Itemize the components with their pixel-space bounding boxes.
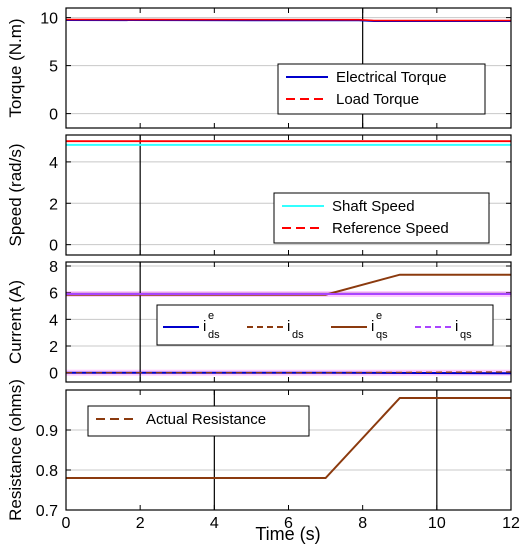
x-tick-label: 10 <box>428 515 446 532</box>
panel-frame <box>65 389 512 511</box>
legend-box <box>87 405 310 437</box>
legend-label-sub: qs <box>376 329 388 341</box>
x-tick-label: 0 <box>62 515 71 532</box>
legend-label: Actual Resistance <box>146 411 266 428</box>
panel-1: 0 5 10 Torque (N.m) Electrical Torque Load To… <box>6 7 512 129</box>
legend-label-sub: ds <box>208 329 220 341</box>
legend: Actual Resistance <box>87 405 310 437</box>
y-axis-label: Speed (rad/s) <box>6 144 25 247</box>
y-tick-label: 6 <box>49 286 58 303</box>
legend: Electrical Torque Load Torque <box>277 63 486 115</box>
x-tick-label: 2 <box>136 515 145 532</box>
legend: Shaft Speed Reference Speed <box>273 192 490 244</box>
legend-label-sub: qs <box>460 329 472 341</box>
legend-box <box>277 63 486 115</box>
y-axis-label: Torque (N.m) <box>6 18 25 117</box>
legend-label-sup: e <box>208 310 214 322</box>
y-axis-label: Current (A) <box>6 280 25 364</box>
y-tick-label: 4 <box>49 312 58 329</box>
legend-label-sub: ds <box>292 329 304 341</box>
y-tick-label: 5 <box>49 59 58 76</box>
y-tick-label: 0 <box>49 107 58 124</box>
series-line-1 <box>66 371 512 375</box>
x-axis-label: Time (s) <box>255 524 320 544</box>
x-tick-label: 4 <box>210 515 219 532</box>
y-tick-label: 0 <box>49 366 58 383</box>
legend-label: Electrical Torque <box>336 69 447 86</box>
y-tick-label: 0.9 <box>36 423 58 440</box>
legend-label-main: i <box>371 318 374 335</box>
series-line-2 <box>66 371 512 374</box>
panel-frame <box>65 7 512 129</box>
y-tick-label: 0.8 <box>36 463 58 480</box>
legend-label-main: i <box>455 318 458 335</box>
legend-label: Shaft Speed <box>332 198 415 215</box>
legend-box <box>156 304 494 346</box>
legend-label: Load Torque <box>336 91 419 108</box>
y-tick-label: 4 <box>49 155 58 172</box>
series-line-1 <box>66 397 511 479</box>
y-tick-label: 2 <box>49 339 58 356</box>
series-line-2 <box>65 18 511 22</box>
y-tick-label: 10 <box>40 11 58 28</box>
legend-label-main: i <box>203 318 206 335</box>
x-tick-label: 8 <box>358 515 367 532</box>
panel-frame <box>65 261 512 383</box>
legend-label-sup: e <box>376 310 382 322</box>
panel-2: 0 2 4 Speed (rad/s) Shaft Speed Reference Spe… <box>6 134 512 256</box>
x-tick-label: 6 <box>284 515 293 532</box>
legend-label: Reference Speed <box>332 220 449 237</box>
y-tick-label: 2 <box>49 196 58 213</box>
panel-4: 0.7 0.8 0.9 Resistance (ohms) Actual Resista… <box>6 379 520 532</box>
y-tick-label: 0.7 <box>36 503 58 520</box>
legend-label-main: i <box>287 318 290 335</box>
y-tick-label: 8 <box>49 259 58 276</box>
y-tick-label: 0 <box>49 238 58 255</box>
legend-box <box>273 192 490 244</box>
panel-frame <box>65 134 512 256</box>
y-axis-label: Resistance (ohms) <box>6 379 25 521</box>
x-tick-label: 12 <box>502 515 520 532</box>
